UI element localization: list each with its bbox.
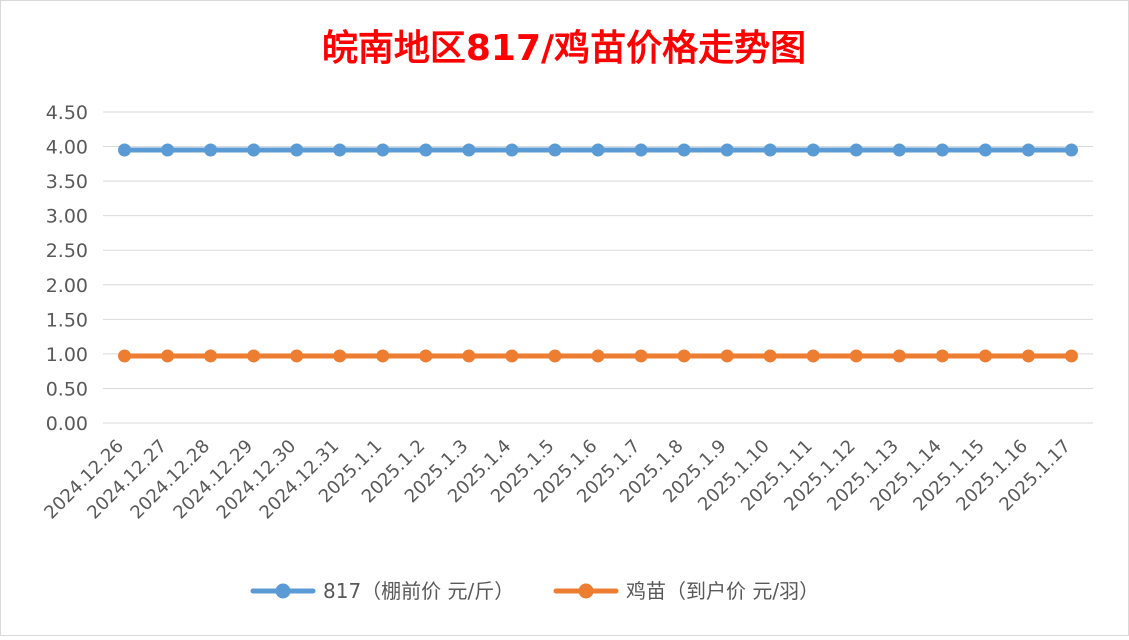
legend-marker (578, 583, 594, 599)
data-point (333, 143, 347, 157)
data-point (1021, 143, 1035, 157)
legend-item: 鸡苗（到户价 元/羽） (553, 579, 819, 603)
data-point (333, 349, 347, 363)
data-point (677, 143, 691, 157)
y-tick-label: 2.50 (46, 240, 88, 262)
y-tick-label: 4.00 (46, 137, 88, 159)
data-point (634, 143, 648, 157)
data-point (118, 143, 132, 157)
data-point (161, 349, 175, 363)
data-point (892, 349, 906, 363)
data-point (505, 349, 519, 363)
y-tick-label: 4.50 (46, 102, 88, 124)
series-1 (118, 143, 1078, 157)
data-point (763, 349, 777, 363)
data-point (376, 143, 390, 157)
data-point (376, 349, 390, 363)
series-layer (118, 143, 1078, 363)
data-point (720, 349, 734, 363)
data-point (118, 349, 132, 363)
y-axis: 0.00 0.50 1.00 1.50 2.00 2.50 3.00 3.50 4.00 4.50 (46, 102, 88, 435)
y-tick-label: 3.00 (46, 206, 88, 228)
data-point (462, 349, 476, 363)
data-point (204, 349, 218, 363)
y-tick-label: 3.50 (46, 171, 88, 193)
data-point (634, 349, 648, 363)
data-point (1064, 143, 1078, 157)
data-point (419, 143, 433, 157)
data-point (505, 143, 519, 157)
data-point (806, 143, 820, 157)
data-point (462, 143, 476, 157)
data-point (161, 143, 175, 157)
data-point (849, 349, 863, 363)
data-point (677, 349, 691, 363)
y-tick-label: 1.00 (46, 344, 88, 366)
y-tick-label: 0.00 (46, 413, 88, 435)
y-tick-label: 1.50 (46, 309, 88, 331)
data-point (247, 349, 261, 363)
data-point (290, 349, 304, 363)
data-point (247, 143, 261, 157)
data-point (935, 143, 949, 157)
data-point (548, 349, 562, 363)
data-point (935, 349, 949, 363)
legend-item: 817（棚前价 元/斤） (250, 579, 514, 603)
legend-marker (275, 583, 291, 599)
data-point (591, 143, 605, 157)
series-2 (118, 349, 1078, 363)
chart-title: 皖南地区817/鸡苗价格走势图 (322, 28, 806, 69)
data-point (978, 349, 992, 363)
legend: 817（棚前价 元/斤） 鸡苗（到户价 元/羽） (250, 579, 819, 603)
data-point (849, 143, 863, 157)
y-tick-label: 2.00 (46, 275, 88, 297)
data-point (548, 143, 562, 157)
data-point (720, 143, 734, 157)
data-point (204, 143, 218, 157)
y-tick-label: 0.50 (46, 378, 88, 400)
legend-label: 鸡苗（到户价 元/羽） (626, 579, 819, 603)
data-point (419, 349, 433, 363)
data-point (763, 143, 777, 157)
data-point (1064, 349, 1078, 363)
data-point (806, 349, 820, 363)
data-point (290, 143, 304, 157)
legend-label: 817（棚前价 元/斤） (323, 579, 514, 603)
data-point (978, 143, 992, 157)
data-point (1021, 349, 1035, 363)
data-point (892, 143, 906, 157)
data-point (591, 349, 605, 363)
